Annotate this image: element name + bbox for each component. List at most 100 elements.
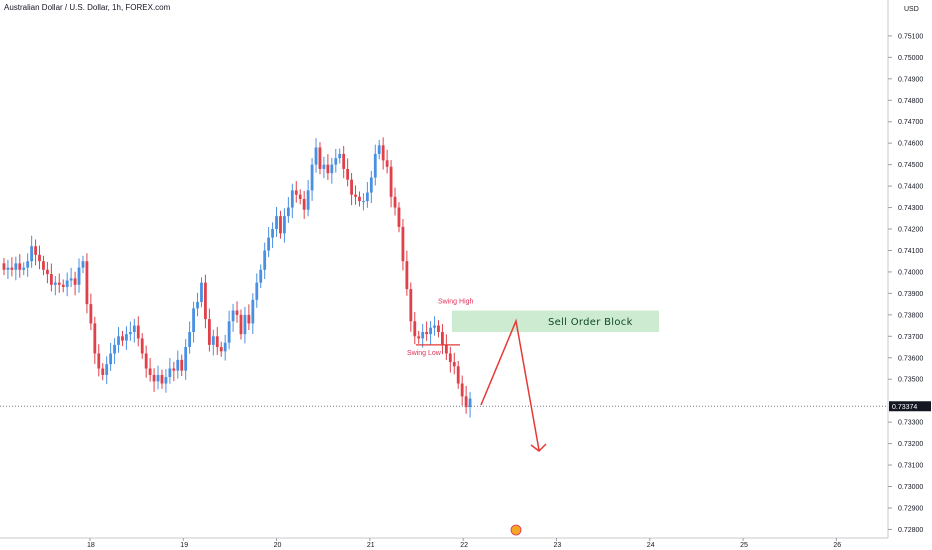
time-axis[interactable]: 18 19 20 21 22 23 24 25 26 — [0, 537, 888, 549]
candle-body — [279, 216, 282, 234]
price-tick-label: 0.74900 — [898, 76, 923, 83]
candle-body — [239, 314, 243, 335]
price-tick-label: 0.73200 — [898, 441, 923, 448]
candle-body — [38, 254, 41, 262]
candle-body — [26, 261, 30, 268]
candle-body — [417, 336, 421, 339]
candle-body — [326, 164, 330, 174]
candle-body — [152, 374, 156, 382]
candle-body — [69, 278, 73, 281]
candle-body — [243, 314, 247, 335]
candle-body — [425, 332, 429, 335]
price-tick-label: 0.73500 — [898, 377, 923, 384]
candle-body — [49, 274, 53, 285]
price-tick-label: 0.73300 — [898, 420, 923, 427]
candle-body — [148, 368, 152, 375]
candle-body — [433, 325, 436, 328]
candle-body — [389, 166, 393, 197]
candle-body — [132, 325, 136, 333]
time-tick-label: 20 — [274, 542, 282, 549]
candle-body — [393, 196, 397, 208]
candle-body — [34, 246, 37, 255]
current-price-label: 0.73374 — [892, 404, 917, 411]
candle-body — [89, 304, 93, 324]
candle-body — [14, 263, 18, 270]
candle-body — [290, 190, 294, 208]
time-tick-label: 26 — [833, 542, 841, 549]
candle-body — [81, 261, 85, 268]
candle-body — [429, 327, 432, 335]
candle-body — [275, 216, 278, 230]
candle-body — [330, 164, 334, 174]
candle-body — [144, 353, 148, 369]
candle-body — [346, 168, 350, 180]
candle-body — [444, 344, 448, 354]
candle-body — [452, 362, 456, 367]
price-tick-label: 0.72900 — [898, 505, 923, 512]
candle-body — [65, 280, 69, 287]
candle-body — [105, 364, 109, 375]
candle-body — [251, 299, 255, 324]
price-tick-label: 0.73600 — [898, 355, 923, 362]
candle-body — [255, 282, 259, 300]
candle-body — [85, 261, 89, 305]
candle-body — [310, 164, 314, 191]
price-tick-label: 0.74500 — [898, 162, 923, 169]
candle-body — [184, 347, 188, 371]
candle-body — [136, 325, 140, 339]
candle-body — [286, 207, 290, 217]
projection-path — [480, 318, 540, 451]
candle-body — [441, 332, 444, 345]
candle-body — [413, 321, 417, 337]
candle-body — [188, 332, 192, 348]
candle-body — [121, 336, 124, 341]
candle-body — [6, 267, 10, 270]
price-tick-label: 0.75100 — [898, 33, 923, 40]
candle-body — [176, 359, 180, 371]
candle-body — [294, 190, 298, 195]
candle-body — [318, 147, 322, 169]
candle-body — [421, 332, 425, 339]
candle-body — [101, 368, 105, 375]
candle-body — [200, 282, 203, 302]
candle-body — [342, 153, 346, 169]
candle-body — [2, 263, 6, 270]
price-tick-label: 0.74200 — [898, 227, 923, 234]
candle-body — [223, 342, 227, 352]
candle-body — [322, 164, 326, 169]
price-tick-label: 0.73900 — [898, 291, 923, 298]
candle-body — [10, 267, 14, 270]
candle-body — [109, 353, 113, 365]
price-axis[interactable]: 0.75100 0.75000 0.74900 0.74800 0.74700 0.746… — [887, 0, 931, 538]
candle-body — [283, 216, 286, 234]
candle-body — [401, 226, 405, 262]
time-tick-label: 22 — [460, 542, 468, 549]
candle-body — [168, 368, 172, 378]
time-tick-label: 21 — [367, 542, 375, 549]
price-tick-label: 0.74600 — [898, 141, 923, 148]
candle-body — [437, 325, 440, 333]
candle-body — [306, 190, 310, 210]
time-tick-label: 23 — [554, 542, 562, 549]
candle-body — [46, 269, 49, 275]
candle-body — [192, 308, 195, 333]
price-tick-label: 0.74700 — [898, 119, 923, 126]
currency-label: USD — [904, 6, 919, 13]
candle-body — [53, 282, 57, 285]
candle-body — [93, 323, 97, 354]
price-tick-label: 0.74300 — [898, 205, 923, 212]
candle-body — [354, 194, 357, 197]
price-tick-label: 0.74800 — [898, 98, 923, 105]
candle-body — [30, 246, 34, 262]
candle-body — [140, 338, 144, 354]
annotations: Sell Order Block Swing High Swing Low — [0, 299, 888, 536]
candle-body — [164, 377, 168, 384]
candle-body — [377, 145, 381, 154]
candle-body — [373, 153, 377, 178]
time-tick-label: 19 — [180, 542, 188, 549]
arrow-head — [530, 443, 547, 452]
candle-body — [381, 145, 385, 161]
candle-body — [18, 263, 22, 270]
candle-body — [464, 396, 468, 408]
